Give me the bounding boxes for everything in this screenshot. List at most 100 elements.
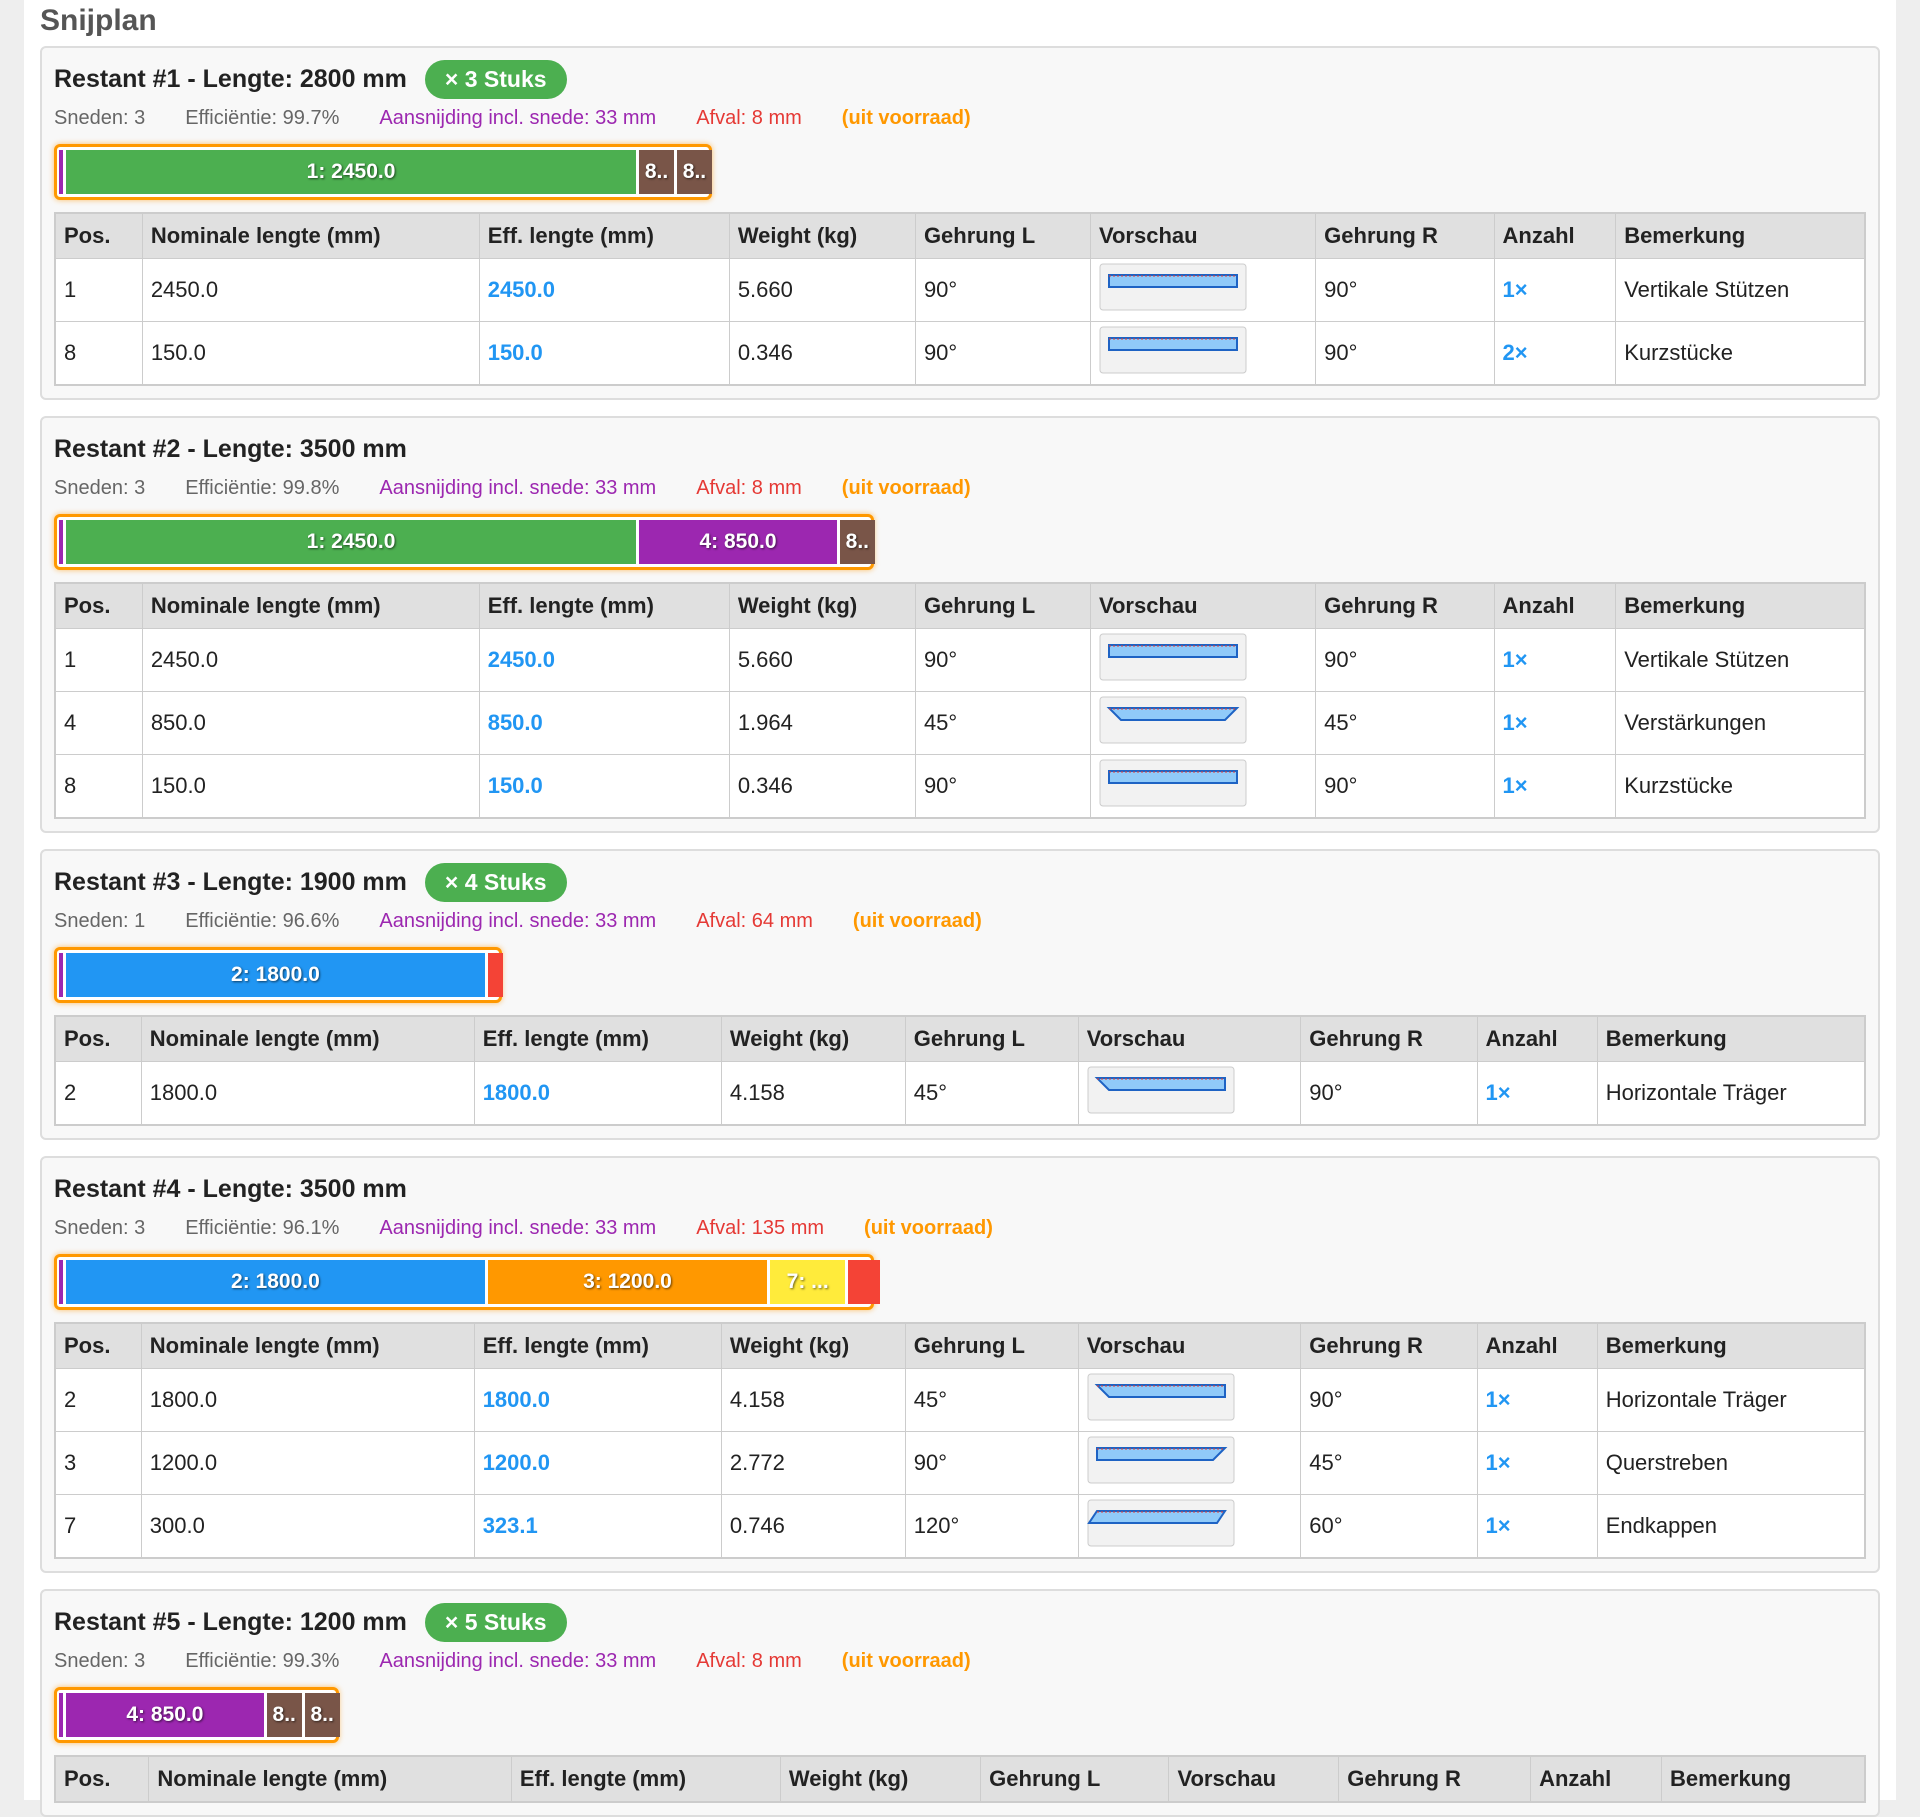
- column-header: Gehrung L: [904, 1015, 1079, 1062]
- cell-pos: 1: [54, 258, 143, 322]
- trim-cut: [59, 150, 63, 194]
- cell-bemerkung: Endkappen: [1596, 1494, 1866, 1559]
- column-header: Bemerkung: [1615, 212, 1866, 259]
- cell-weight: 0.746: [720, 1494, 906, 1559]
- stat: Aansnijding incl. snede: 33 mm: [379, 909, 657, 932]
- cell-gehrung-l: 120°: [904, 1494, 1079, 1559]
- column-header: Eff. lengte (mm): [478, 212, 730, 259]
- stat: Efficiëntie: 99.7%: [185, 106, 340, 129]
- header-row: Pos. Nominale lengte (mm) Eff. lengte (mm)…: [54, 582, 1866, 629]
- stat: Efficiëntie: 96.1%: [185, 1216, 340, 1239]
- cell-gehrung-l: 90°: [914, 321, 1091, 386]
- part-row: 2 1800.0 1800.0 4.158 45° 90° 1× Horizontale Tr…: [54, 1061, 1866, 1126]
- cell-gehrung-r: 90°: [1315, 321, 1495, 386]
- cell-pos: 8: [54, 321, 143, 386]
- preview: [1099, 759, 1247, 807]
- preview-cell: [1089, 754, 1317, 819]
- cell-eff: 1800.0: [473, 1368, 722, 1432]
- stat: Efficiëntie: 99.8%: [185, 476, 340, 499]
- section-header: Restant #1 - Lengte: 2800 mm × 3 Stuks: [54, 58, 1866, 100]
- cell-anzahl: 1×: [1476, 1431, 1598, 1495]
- cell-gehrung-l: 90°: [914, 628, 1091, 692]
- column-header: Weight (kg): [728, 212, 916, 259]
- cell-gehrung-l: 90°: [904, 1431, 1079, 1495]
- stat: Sneden: 1: [54, 909, 146, 932]
- preview-cell: [1089, 691, 1317, 755]
- cell-anzahl: 2×: [1493, 321, 1617, 386]
- stats: Sneden: 3 Efficiëntie: 96.1% Aansnijding i…: [54, 1210, 1866, 1246]
- stat: Sneden: 3: [54, 476, 146, 499]
- cell-nominal: 300.0: [140, 1494, 475, 1559]
- profile-shape: [1086, 1510, 1227, 1524]
- column-header: Anzahl: [1476, 1015, 1598, 1062]
- preview: [1099, 633, 1247, 681]
- column-header: Gehrung R: [1300, 1015, 1478, 1062]
- cell-anzahl: 1×: [1493, 691, 1617, 755]
- cell-eff: 150.0: [478, 321, 730, 386]
- cell-weight: 5.660: [728, 628, 916, 692]
- cell-nominal: 150.0: [141, 754, 480, 819]
- cell-nominal: 150.0: [141, 321, 480, 386]
- cell-weight: 4.158: [720, 1368, 906, 1432]
- stat: Afval: 8 mm: [696, 106, 802, 129]
- stat: (uit voorraad): [864, 1216, 993, 1239]
- cut-bar: 1: 2450.0 4: 850.0 8..: [54, 514, 875, 570]
- profile-shape: [1107, 337, 1238, 351]
- segment-label: 8..: [682, 160, 707, 183]
- part-row: 8 150.0 150.0 0.346 90° 90° 2× Kurzstücke: [54, 321, 1866, 386]
- cell-eff: 150.0: [478, 754, 730, 819]
- header-row: Pos. Nominale lengte (mm) Eff. lengte (mm)…: [54, 1322, 1866, 1369]
- header-row: Pos. Nominale lengte (mm) Eff. lengte (mm)…: [54, 212, 1866, 259]
- segment-label: 8..: [845, 530, 870, 553]
- cell-gehrung-l: 45°: [904, 1061, 1079, 1126]
- stat: Afval: 8 mm: [696, 1649, 802, 1672]
- sections: Restant #1 - Lengte: 2800 mm × 3 Stuks Sne…: [24, 46, 1896, 1817]
- preview: [1086, 1499, 1235, 1547]
- profile-shape: [1094, 1384, 1226, 1398]
- column-header: Eff. lengte (mm): [473, 1322, 722, 1369]
- stat: Afval: 8 mm: [696, 476, 802, 499]
- cell-bemerkung: Vertikale Stützen: [1615, 258, 1866, 322]
- section-title: Restant #1 - Lengte: 2800 mm: [54, 64, 407, 93]
- column-header: Weight (kg): [728, 582, 916, 629]
- part-row: 2 1800.0 1800.0 4.158 45° 90° 1× Horizontale Tr…: [54, 1368, 1866, 1432]
- section: Restant #2 - Lengte: 3500 mm Sneden: 3 Eff…: [40, 416, 1880, 833]
- column-header: Pos.: [54, 582, 143, 629]
- profile-shape: [1107, 770, 1238, 784]
- parts-table: Pos. Nominale lengte (mm) Eff. lengte (mm)…: [54, 582, 1866, 819]
- column-header: Eff. lengte (mm): [510, 1755, 781, 1803]
- count-badge: × 4 Stuks: [424, 862, 567, 902]
- cell-gehrung-r: 90°: [1300, 1061, 1478, 1126]
- cell-bemerkung: Horizontale Träger: [1596, 1061, 1866, 1126]
- stat: (uit voorraad): [852, 909, 982, 932]
- cell-nominal: 1200.0: [140, 1431, 475, 1495]
- count-badge: × 3 Stuks: [424, 59, 567, 99]
- parts-table: Pos. Nominale lengte (mm) Eff. lengte (mm)…: [54, 1755, 1866, 1803]
- page-title: Snijplan: [40, 4, 157, 37]
- preview-cell: [1089, 321, 1317, 386]
- cell-eff: 2450.0: [478, 258, 730, 322]
- column-header: Eff. lengte (mm): [478, 582, 730, 629]
- preview-cell: [1089, 628, 1317, 692]
- section-header: Restant #3 - Lengte: 1900 mm × 4 Stuks: [54, 861, 1866, 903]
- preview: [1099, 696, 1247, 744]
- cell-bemerkung: Verstärkungen: [1615, 691, 1866, 755]
- cell-anzahl: 1×: [1493, 258, 1617, 322]
- column-header: Weight (kg): [720, 1322, 906, 1369]
- cell-bemerkung: Kurzstücke: [1615, 754, 1866, 819]
- column-header: Gehrung R: [1315, 212, 1495, 259]
- cell-gehrung-r: 45°: [1300, 1431, 1478, 1495]
- cell-gehrung-l: 45°: [904, 1368, 1079, 1432]
- column-header: Weight (kg): [720, 1015, 906, 1062]
- part-row: 1 2450.0 2450.0 5.660 90° 90° 1× Vertikale Stüt…: [54, 258, 1866, 322]
- cell-anzahl: 1×: [1476, 1061, 1598, 1126]
- segment-label: 1: 2450.0: [306, 160, 396, 183]
- cut-bar: 2: 1800.0: [54, 947, 503, 1003]
- part-row: 7 300.0 323.1 0.746 120° 60° 1× Endkappen: [54, 1494, 1866, 1559]
- preview-cell: [1077, 1494, 1302, 1559]
- preview: [1087, 1066, 1235, 1114]
- trim-cut: [59, 1260, 63, 1304]
- cell-bemerkung: Vertikale Stützen: [1615, 628, 1866, 692]
- cell-weight: 4.158: [720, 1061, 906, 1126]
